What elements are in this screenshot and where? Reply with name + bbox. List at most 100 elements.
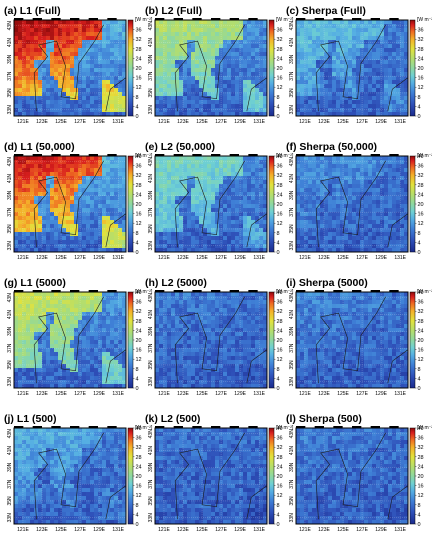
map-cell bbox=[392, 68, 397, 73]
map-cell bbox=[14, 360, 19, 365]
map-cell bbox=[179, 88, 184, 93]
map-cell bbox=[388, 228, 393, 233]
map-cell bbox=[368, 28, 373, 33]
map-cell bbox=[122, 56, 127, 61]
map-cell bbox=[171, 180, 176, 185]
map-cell bbox=[223, 28, 228, 33]
map-cell bbox=[62, 52, 67, 57]
map-cell bbox=[106, 20, 111, 25]
map-cell bbox=[199, 212, 204, 217]
map-cell bbox=[183, 44, 188, 49]
map-cell bbox=[344, 96, 349, 101]
map-cell bbox=[384, 232, 389, 237]
map-cell bbox=[159, 236, 164, 241]
map-cell bbox=[380, 176, 385, 181]
map-cell bbox=[179, 76, 184, 81]
map-cell bbox=[159, 232, 164, 237]
map-cell bbox=[94, 112, 99, 117]
map-cell bbox=[86, 328, 91, 333]
map-cell bbox=[38, 36, 43, 41]
map-cell bbox=[38, 224, 43, 229]
map-cell bbox=[46, 368, 51, 373]
map-cell bbox=[380, 28, 385, 33]
map-cell bbox=[62, 188, 67, 193]
map-cell bbox=[82, 96, 87, 101]
map-cell bbox=[191, 228, 196, 233]
map-cell bbox=[18, 40, 23, 45]
map-cell bbox=[70, 296, 75, 301]
map-cell bbox=[336, 184, 341, 189]
map-cell bbox=[360, 216, 365, 221]
map-cell bbox=[316, 220, 321, 225]
map-cell bbox=[110, 176, 115, 181]
map-cell bbox=[384, 96, 389, 101]
map-cell bbox=[58, 324, 63, 329]
map-cell bbox=[74, 48, 79, 53]
map-cell bbox=[62, 28, 67, 33]
colorbar-tick-label: 20 bbox=[136, 66, 142, 72]
map-cell bbox=[110, 240, 115, 245]
map-cell bbox=[368, 40, 373, 45]
map-cell bbox=[183, 52, 188, 57]
map-cell bbox=[18, 292, 23, 297]
map-cell bbox=[263, 40, 268, 45]
map-cell bbox=[86, 100, 91, 105]
map-cell bbox=[66, 76, 71, 81]
map-cell bbox=[372, 84, 377, 89]
map-cell bbox=[384, 100, 389, 105]
map-cell bbox=[18, 372, 23, 377]
map-cell bbox=[312, 236, 317, 241]
map-cell bbox=[235, 48, 240, 53]
map-cell bbox=[376, 216, 381, 221]
map-cell bbox=[239, 292, 244, 297]
map-cell bbox=[50, 248, 55, 253]
map-cell bbox=[251, 188, 256, 193]
map-cell bbox=[102, 200, 107, 205]
map-cell bbox=[38, 356, 43, 361]
map-cell bbox=[26, 32, 31, 37]
map-cell bbox=[251, 236, 256, 241]
map-cell bbox=[102, 248, 107, 253]
map-cell bbox=[106, 332, 111, 337]
map-cell bbox=[74, 156, 79, 161]
map-cell bbox=[404, 112, 409, 117]
map-cell bbox=[54, 332, 59, 337]
map-cell bbox=[404, 28, 409, 33]
map-cell bbox=[320, 76, 325, 81]
map-cell bbox=[179, 160, 184, 165]
map-cell bbox=[70, 72, 75, 77]
map-cell bbox=[376, 40, 381, 45]
map-cell bbox=[78, 180, 83, 185]
map-cell bbox=[320, 36, 325, 41]
map-cell bbox=[54, 296, 59, 301]
map-cell bbox=[251, 208, 256, 213]
map-cell bbox=[352, 84, 357, 89]
map-cell bbox=[78, 308, 83, 313]
map-cell bbox=[392, 32, 397, 37]
map-cell bbox=[356, 68, 361, 73]
map-cell bbox=[203, 88, 208, 93]
map-cell bbox=[34, 160, 39, 165]
map-cell bbox=[396, 156, 401, 161]
map-cell bbox=[22, 192, 27, 197]
map-cell bbox=[247, 56, 252, 61]
map-cell bbox=[18, 52, 23, 57]
map-cell bbox=[122, 200, 127, 205]
map-cell bbox=[195, 188, 200, 193]
map-cell bbox=[259, 56, 264, 61]
map-cell bbox=[98, 92, 103, 97]
map-cell bbox=[404, 192, 409, 197]
map-cell bbox=[54, 48, 59, 53]
map-cell bbox=[42, 236, 47, 241]
map-cell bbox=[102, 108, 107, 113]
map-cell bbox=[364, 216, 369, 221]
map-cell bbox=[332, 112, 337, 117]
map-cell bbox=[179, 84, 184, 89]
map-cell bbox=[384, 160, 389, 165]
map-cell bbox=[74, 248, 79, 253]
map-cell bbox=[114, 332, 119, 337]
map-cell bbox=[155, 180, 160, 185]
map-cell bbox=[239, 100, 244, 105]
map-cell bbox=[159, 28, 164, 33]
